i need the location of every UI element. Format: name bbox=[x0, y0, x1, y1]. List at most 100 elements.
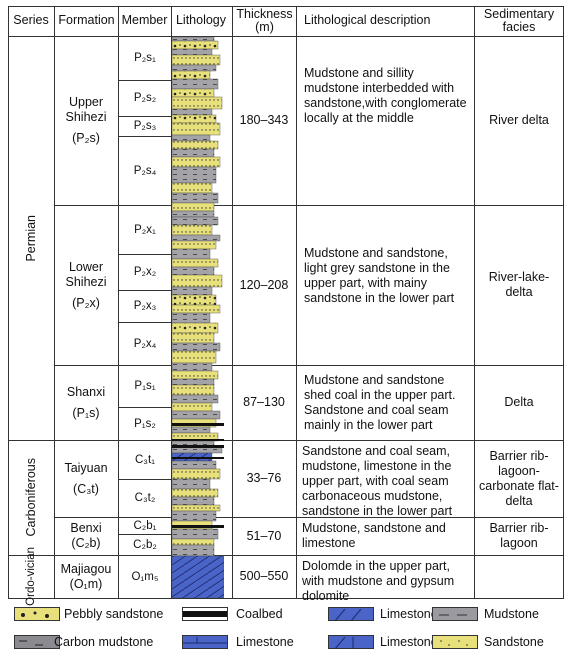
lithology-layer bbox=[172, 504, 221, 512]
coalbed-swatch bbox=[182, 607, 228, 621]
thickness-cell: 51–70 bbox=[246, 528, 282, 543]
thickness-cell: 500–550 bbox=[239, 569, 289, 583]
lithology-layer bbox=[172, 40, 219, 50]
formation-majiagou: Majiagou (O₁m) bbox=[60, 561, 112, 591]
lithology-layer bbox=[172, 402, 213, 412]
lithology-layer bbox=[172, 266, 215, 276]
lithology-layer bbox=[172, 384, 215, 396]
header-thickness: Thickness (m) bbox=[236, 7, 293, 34]
legend-label: Limestone bbox=[380, 607, 438, 621]
lithology-layer bbox=[172, 216, 219, 226]
series-permian: Permian bbox=[24, 214, 38, 262]
lithology-layer bbox=[172, 342, 221, 352]
lithology-layer bbox=[172, 496, 215, 506]
member-label: O₁m₅ bbox=[131, 570, 159, 583]
description-cell: Mudstone and sandstone, light grey sands… bbox=[304, 246, 455, 305]
member-label: P₂x₂ bbox=[133, 266, 157, 278]
facies-cell: Delta bbox=[504, 395, 534, 409]
lithology-layer bbox=[172, 528, 219, 540]
thickness-cell: 120–208 bbox=[239, 277, 289, 292]
header-series: Series bbox=[13, 13, 49, 27]
legend-label: Limestone bbox=[380, 635, 438, 649]
lithology-layer bbox=[172, 202, 215, 212]
lithology-layer bbox=[172, 192, 219, 204]
description-cell: Mudstone and sillity mudstone interbedde… bbox=[304, 66, 467, 125]
facies-cell: Barrier rib-lagoon bbox=[489, 521, 549, 550]
member-label: P₁s₁ bbox=[134, 380, 156, 392]
lithology-layer bbox=[172, 362, 213, 372]
lithology-layer bbox=[172, 294, 217, 306]
limestone-diagonal-swatch bbox=[328, 607, 374, 622]
description-cell: Mudstone, sandstone and limestone bbox=[302, 521, 446, 550]
carbon-mudstone-swatch bbox=[14, 635, 60, 649]
lithology-layer bbox=[172, 426, 211, 434]
member-label: P₂x₄ bbox=[133, 337, 157, 350]
lithology-layer bbox=[172, 240, 217, 250]
coal-seam bbox=[172, 445, 224, 448]
member-label: P₂x₁ bbox=[134, 223, 156, 236]
formation-upper-shihezi: Upper Shihezi (P₂s) bbox=[65, 95, 107, 145]
header-description: Lithological description bbox=[304, 13, 431, 27]
coal-seam bbox=[172, 423, 224, 426]
lithology-layer bbox=[172, 210, 215, 218]
lithology-layer bbox=[172, 370, 219, 380]
lithology-layer bbox=[172, 108, 213, 116]
lithology-layer bbox=[172, 478, 211, 490]
member-label: P₂x₃ bbox=[133, 300, 157, 312]
legend-label: Sandstone bbox=[484, 635, 544, 649]
coal-seam bbox=[172, 525, 224, 528]
lithology-layer bbox=[172, 286, 213, 296]
coal-seam bbox=[172, 439, 224, 441]
lithology-layer bbox=[172, 96, 223, 110]
lithology-layer bbox=[172, 274, 223, 288]
lithology-layer bbox=[172, 394, 219, 404]
mudstone-swatch bbox=[432, 607, 478, 621]
lithology-layer bbox=[172, 134, 211, 142]
formation-benxi: Benxi (C₂b) bbox=[70, 521, 102, 550]
lithology-layer bbox=[172, 460, 217, 470]
thickness-cell: 87–130 bbox=[243, 395, 285, 409]
lithology-layer bbox=[172, 54, 221, 66]
member-label: P₁s₂ bbox=[134, 417, 156, 430]
legend-label: Carbon mudstone bbox=[54, 635, 154, 649]
lithology-layer bbox=[172, 510, 217, 522]
pebbly-sandstone-swatch bbox=[14, 607, 60, 621]
legend-label: Mudstone bbox=[484, 607, 539, 621]
lithology-layer bbox=[172, 224, 213, 236]
description-cell: Sandstone and coal seam, mudstone, limes… bbox=[302, 444, 453, 518]
lithology-column bbox=[172, 37, 224, 598]
lithology-layer bbox=[172, 88, 215, 98]
lithology-layer bbox=[172, 332, 215, 344]
lithology-layer bbox=[172, 555, 224, 598]
lithology-layer bbox=[172, 182, 213, 194]
lithology-layer bbox=[172, 304, 221, 314]
lithology-layer bbox=[172, 312, 211, 324]
lithology-layer bbox=[172, 78, 219, 90]
thickness-cell: 33–76 bbox=[246, 471, 282, 485]
member-label: C₃t₁ bbox=[134, 453, 156, 466]
lithology-layer bbox=[172, 114, 217, 124]
facies-cell: River-lake-delta bbox=[488, 270, 550, 299]
series-carboniferous: Carboniferous bbox=[24, 458, 38, 537]
lithology-layer bbox=[172, 148, 215, 158]
legend-label: Limestone bbox=[236, 635, 294, 649]
lithology-layer bbox=[172, 468, 221, 480]
series-ordovician: Ordo-vician bbox=[25, 547, 37, 606]
lithology-layer bbox=[172, 234, 221, 242]
lithology-layer bbox=[172, 378, 215, 386]
lithology-layer bbox=[172, 544, 215, 557]
member-label: P₂s₃ bbox=[133, 120, 157, 132]
lithology-layer bbox=[172, 410, 221, 420]
legend-label: Coalbed bbox=[236, 607, 283, 621]
description-cell: Dolomde in the upper part, with mudstone… bbox=[302, 559, 455, 603]
member-label: P₂s₂ bbox=[133, 92, 157, 104]
legend-label: Pebbly sandstone bbox=[64, 607, 164, 621]
lithology-layer bbox=[172, 156, 221, 168]
limestone-brick-swatch bbox=[182, 635, 228, 649]
thickness-cell: 180–343 bbox=[239, 113, 289, 127]
limestone-cross-swatch bbox=[328, 635, 374, 650]
formation-lower-shihezi: Lower Shihezi (P₂x) bbox=[65, 259, 107, 310]
lithology-layer bbox=[172, 258, 219, 268]
coal-seam bbox=[172, 457, 224, 459]
sandstone-swatch bbox=[432, 635, 478, 649]
